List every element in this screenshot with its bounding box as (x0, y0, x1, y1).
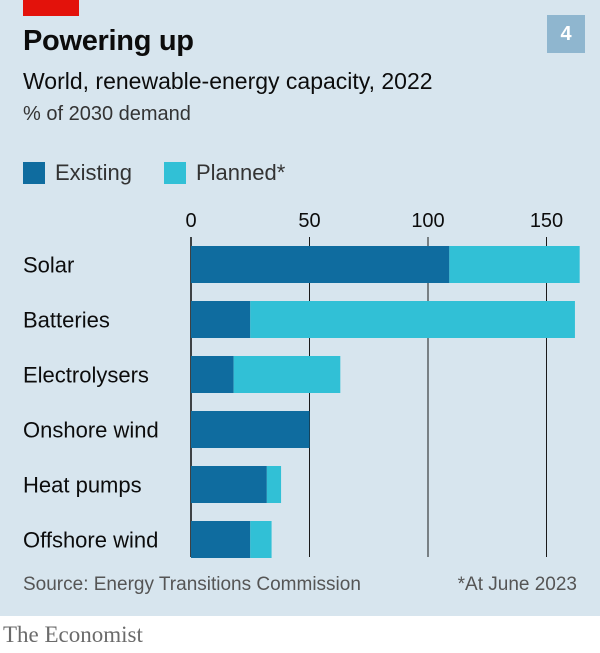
bar-heat-pumps-planned (266, 466, 282, 503)
bar-chart: 0 50 100 150 Solar Batteries Electrolysers Onsh… (23, 210, 580, 558)
bar-solar-planned (449, 246, 580, 283)
x-tick-label-50: 50 (298, 210, 320, 232)
bar-onshore-wind-existing (191, 411, 310, 448)
legend-label-planned: Planned* (196, 160, 286, 185)
x-tick-label-150: 150 (530, 210, 563, 232)
bar-solar-existing (191, 246, 450, 283)
bar-electrolysers-existing (191, 356, 234, 393)
bar-electrolysers-planned (233, 356, 341, 393)
legend-swatch-planned (164, 162, 186, 184)
category-label-onshore-wind: Onshore wind (23, 418, 159, 443)
bar-offshore-wind-existing (191, 521, 251, 558)
category-label-batteries: Batteries (23, 308, 110, 333)
x-tick-label-0: 0 (185, 210, 196, 232)
legend-item-planned: Planned* (164, 160, 285, 186)
category-label-electrolysers: Electrolysers (23, 363, 149, 388)
bar-batteries-existing (191, 301, 251, 338)
x-tick-label-100: 100 (411, 210, 444, 232)
chart-title: Powering up (23, 25, 194, 57)
legend-swatch-existing (23, 162, 45, 184)
legend-item-existing: Existing (23, 160, 132, 186)
chart-subtitle: World, renewable-energy capacity, 2022 (23, 68, 433, 94)
chart-number-badge: 4 (547, 15, 585, 53)
footnote: *At June 2023 (457, 574, 577, 595)
category-label-offshore-wind: Offshore wind (23, 528, 158, 553)
chart-units: % of 2030 demand (23, 103, 191, 125)
category-label-heat-pumps: Heat pumps (23, 473, 142, 498)
bar-batteries-planned (250, 301, 575, 338)
bar-heat-pumps-existing (191, 466, 267, 503)
source-note: Source: Energy Transitions Commission (23, 574, 361, 595)
category-label-solar: Solar (23, 253, 74, 278)
legend-label-existing: Existing (55, 160, 133, 185)
brand-red-tab (23, 0, 79, 16)
economist-logo: The Economist (3, 622, 143, 647)
bar-offshore-wind-planned (250, 521, 272, 558)
